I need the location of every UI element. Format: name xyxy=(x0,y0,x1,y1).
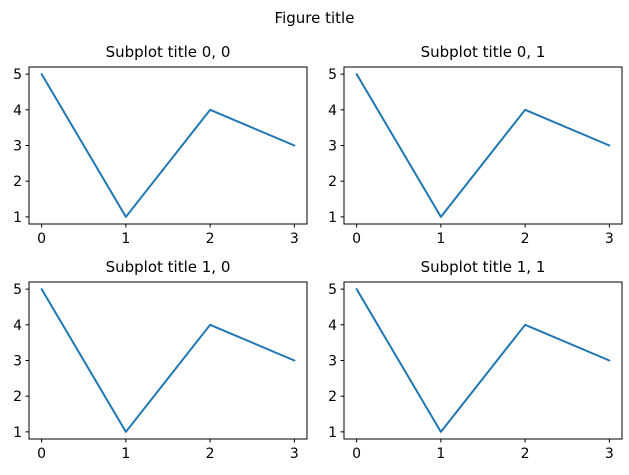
x-tick-label: 3 xyxy=(605,231,614,247)
axes-spines xyxy=(28,281,308,440)
x-tick-label: 1 xyxy=(436,231,445,247)
x-tick-label: 2 xyxy=(206,446,215,462)
x-tick-label: 2 xyxy=(521,446,530,462)
y-tick-label: 2 xyxy=(13,174,22,190)
x-tick-label: 0 xyxy=(37,446,46,462)
axes-spines xyxy=(28,66,308,225)
y-tick-label: 3 xyxy=(328,354,337,370)
subplot-title-1-0: Subplot title 1, 0 xyxy=(105,258,231,276)
x-tick-label: 1 xyxy=(121,231,130,247)
y-tick-label: 3 xyxy=(13,354,22,370)
x-tick-label: 0 xyxy=(352,446,361,462)
x-tick-label: 0 xyxy=(37,231,46,247)
y-tick-label: 4 xyxy=(13,318,22,334)
line-series xyxy=(355,73,611,218)
y-tick-label: 1 xyxy=(13,425,22,441)
y-tick-label: 4 xyxy=(328,318,337,334)
subplot-title-1-1: Subplot title 1, 1 xyxy=(420,258,546,276)
x-tick-label: 3 xyxy=(290,446,299,462)
y-tick-label: 3 xyxy=(13,139,22,155)
y-tick-label: 4 xyxy=(328,103,337,119)
figure-title: Figure title xyxy=(274,9,355,27)
y-tick-label: 1 xyxy=(13,210,22,226)
x-tick-label: 1 xyxy=(436,446,445,462)
y-tick-label: 2 xyxy=(328,174,337,190)
x-tick-label: 2 xyxy=(521,231,530,247)
y-tick-label: 4 xyxy=(13,103,22,119)
x-tick-label: 1 xyxy=(121,446,130,462)
line-series xyxy=(40,73,296,218)
subplot-title-0-1: Subplot title 0, 1 xyxy=(420,43,546,61)
line-series xyxy=(40,288,296,433)
y-tick-label: 3 xyxy=(328,139,337,155)
x-tick-label: 2 xyxy=(206,231,215,247)
axes-spines xyxy=(343,281,623,440)
x-tick-label: 3 xyxy=(605,446,614,462)
y-tick-label: 5 xyxy=(328,282,337,298)
y-tick-label: 2 xyxy=(13,389,22,405)
y-tick-label: 1 xyxy=(328,425,337,441)
y-tick-label: 5 xyxy=(13,67,22,83)
y-tick-label: 1 xyxy=(328,210,337,226)
line-series xyxy=(355,288,611,433)
x-tick-label: 0 xyxy=(352,231,361,247)
y-tick-label: 2 xyxy=(328,389,337,405)
x-tick-label: 3 xyxy=(290,231,299,247)
subplot-title-0-0: Subplot title 0, 0 xyxy=(105,43,231,61)
y-tick-label: 5 xyxy=(328,67,337,83)
y-tick-label: 5 xyxy=(13,282,22,298)
axes-spines xyxy=(343,66,623,225)
